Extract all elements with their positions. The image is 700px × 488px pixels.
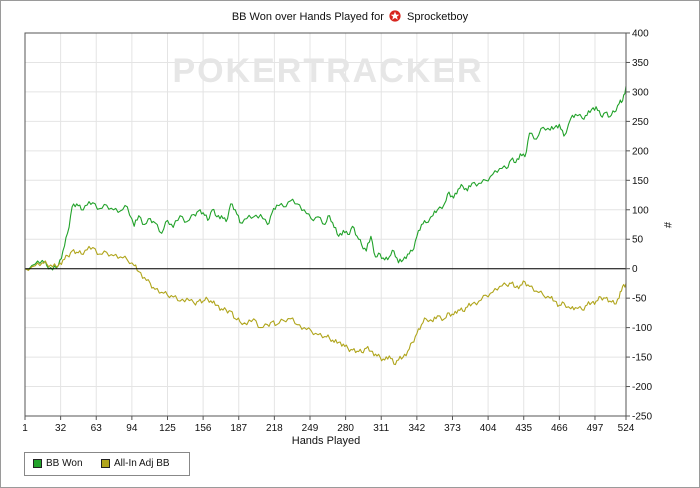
- y-tick-label: 250: [632, 117, 649, 128]
- x-tick-label: 435: [515, 423, 532, 434]
- x-tick-label: 125: [159, 423, 176, 434]
- x-tick-label: 156: [195, 423, 212, 434]
- x-tick-label: 342: [409, 423, 426, 434]
- series-line-all-in-adj: [24, 245, 627, 366]
- x-tick-label: 249: [302, 423, 319, 434]
- y-tick-label: -250: [632, 412, 652, 423]
- x-tick-label: 404: [480, 423, 497, 434]
- olive-square-icon: [101, 459, 110, 468]
- x-tick-label: 466: [551, 423, 568, 434]
- axes: 400 350 300 250 200 150 100 50 0 -50 -100 -150 -200 -…: [22, 29, 652, 435]
- y-tick-label: 200: [632, 146, 649, 157]
- y-tick-label: 0: [632, 264, 638, 275]
- x-tick-label: 373: [444, 423, 461, 434]
- legend-label-bb-won: BB Won: [46, 458, 83, 469]
- y-tick-label: -150: [632, 353, 652, 364]
- x-tick-label: 187: [230, 423, 247, 434]
- green-square-icon: [33, 459, 42, 468]
- y-tick-label: 400: [632, 29, 649, 40]
- chart-title-player: Sprocketboy: [407, 11, 469, 23]
- watermark-text: POKERTRACKER: [172, 52, 483, 90]
- y-tick-label: -50: [632, 294, 647, 305]
- y-tick-label: -100: [632, 323, 652, 334]
- y-tick-label: 50: [632, 235, 644, 246]
- legend-label-all-in-adj: All-In Adj BB: [114, 458, 170, 469]
- x-tick-label: 280: [337, 423, 354, 434]
- x-tick-label: 63: [91, 423, 103, 434]
- x-tick-label: 524: [618, 423, 635, 434]
- y-tick-label: 350: [632, 58, 649, 69]
- y-tick-label: -200: [632, 382, 652, 393]
- chart-title: BB Won over Hands Played for Sprocketboy: [0, 10, 700, 23]
- x-tick-label: 497: [587, 423, 604, 434]
- chart-title-prefix: BB Won over Hands Played for: [231, 11, 384, 23]
- x-tick-label: 32: [55, 423, 67, 434]
- legend: BB Won All-In Adj BB: [24, 452, 190, 476]
- x-tick-label: 94: [126, 423, 138, 434]
- y-axis-label: #: [661, 222, 673, 229]
- series-group: [24, 85, 627, 366]
- y-tick-label: 100: [632, 205, 649, 216]
- x-tick-label: 1: [22, 423, 28, 434]
- legend-item-bb-won: BB Won: [33, 458, 83, 469]
- series-line-bb-won: [24, 85, 627, 271]
- x-tick-label: 218: [266, 423, 283, 434]
- y-tick-label: 300: [632, 87, 649, 98]
- x-axis-label: Hands Played: [292, 435, 361, 447]
- plot-border: [24, 32, 627, 417]
- pokerstars-icon: [389, 10, 401, 22]
- y-tick-label: 150: [632, 176, 649, 187]
- legend-item-all-in-adj: All-In Adj BB: [101, 458, 170, 469]
- x-tick-label: 311: [373, 423, 389, 434]
